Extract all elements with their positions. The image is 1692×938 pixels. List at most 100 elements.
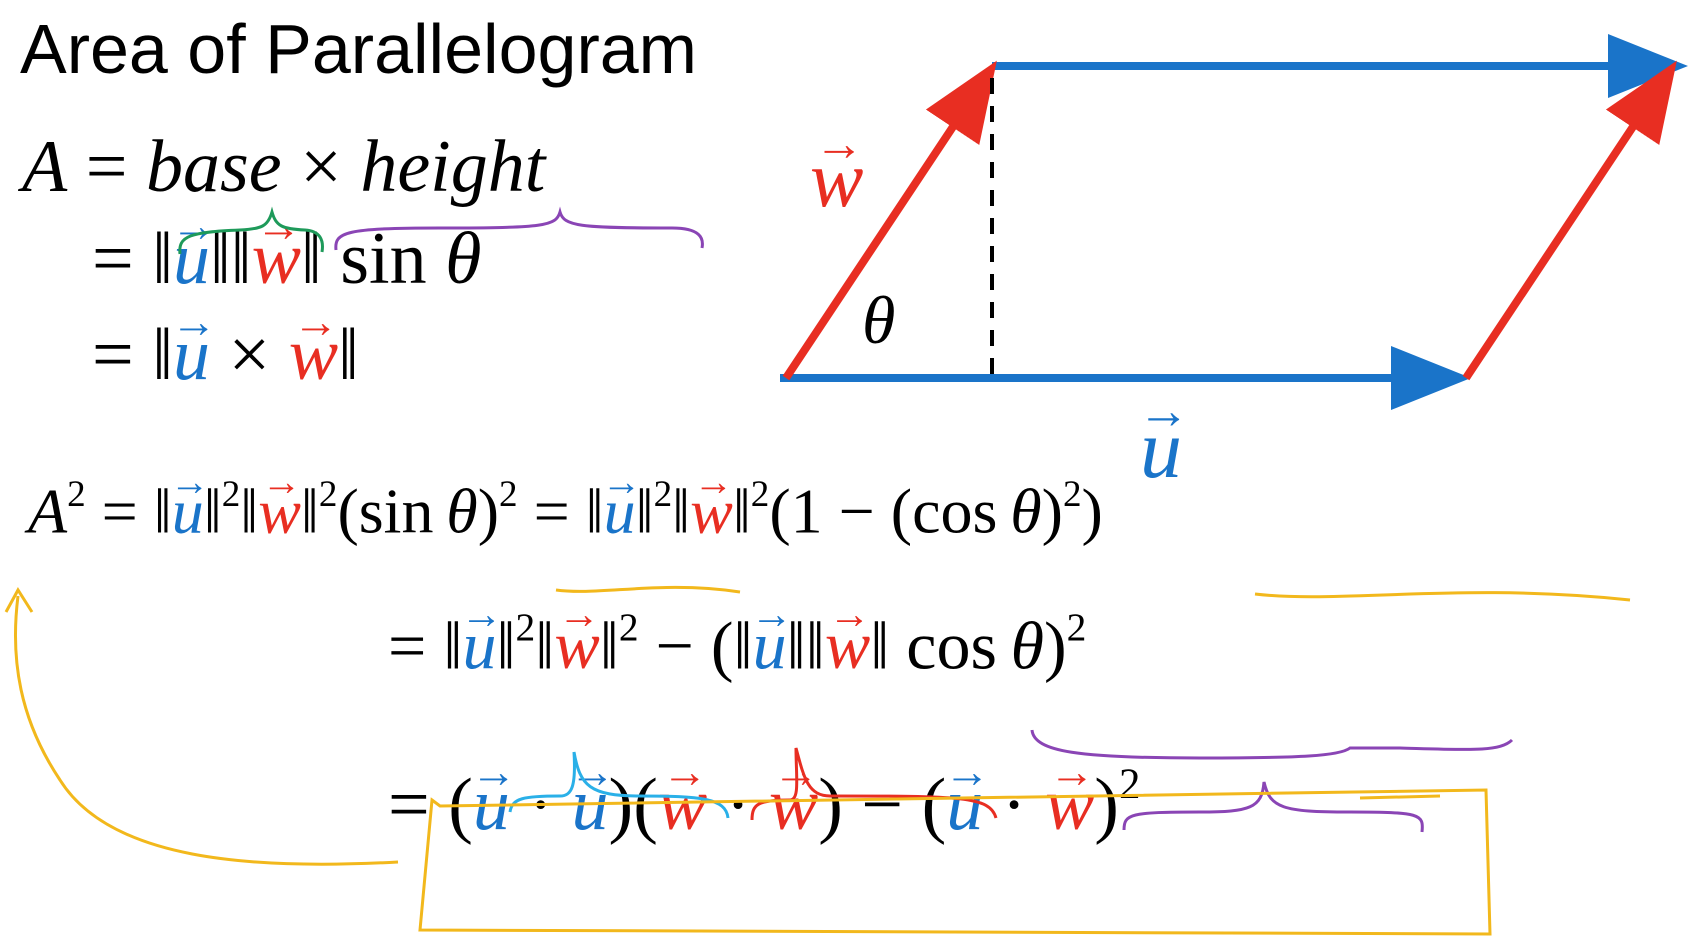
height-brace <box>334 206 704 251</box>
right-edge-w <box>1462 60 1677 381</box>
theta-symbol: θ <box>862 282 896 358</box>
vector-w: w <box>258 479 301 544</box>
exponent: 2 <box>1062 474 1082 515</box>
slide-title: Area of Parallelogram <box>20 10 697 88</box>
minus-sign: − <box>861 763 904 846</box>
cross-sign: × <box>228 314 271 396</box>
exponent: 2 <box>318 474 338 515</box>
diagram-label-u: u <box>1140 408 1182 492</box>
vector-w: w <box>289 318 338 392</box>
expanded-line: = ‖u‖2‖w‖2 − (‖u‖‖w‖ cos θ)2 <box>388 605 1087 679</box>
theta-symbol: θ <box>445 218 482 300</box>
vector-u: u <box>172 479 204 544</box>
norm-bar: ‖ <box>585 475 604 547</box>
sin-underline <box>555 585 741 594</box>
one: 1 <box>790 475 823 547</box>
left-edge-w <box>782 60 997 381</box>
paren-close: ) <box>1094 763 1119 846</box>
ww-brace <box>750 747 998 821</box>
norm-bar: ‖ <box>443 607 463 684</box>
equals-sign: = <box>92 218 134 300</box>
norm-bar: ‖ <box>732 475 751 547</box>
sin-function: sin <box>340 218 427 300</box>
vector-u: u <box>604 479 636 544</box>
norm-bar: ‖ <box>338 314 359 396</box>
norm-bar: ‖ <box>870 607 890 684</box>
base-brace <box>178 206 324 255</box>
paren-close: ) <box>477 475 499 547</box>
product-brace <box>1030 729 1514 760</box>
paren-close: ) <box>818 763 843 846</box>
vector-u: u <box>753 611 787 679</box>
norm-bar: ‖ <box>153 475 172 547</box>
dot-product-line: = (u · u)(w · w) − (u · w)2 <box>388 763 1140 842</box>
norm-bar: ‖ <box>300 475 319 547</box>
paren-close: ) <box>1041 475 1063 547</box>
base-term: base <box>145 126 282 208</box>
norm-sine-line: = ‖u‖‖w‖ sin θ <box>92 222 481 296</box>
norm-bar: ‖ <box>240 475 259 547</box>
vector-u: u <box>173 318 210 392</box>
norm-bar: ‖ <box>230 218 252 300</box>
vector-w: w <box>690 479 733 544</box>
norm-bar: ‖ <box>805 607 825 684</box>
exponent: 2 <box>1066 605 1087 649</box>
cos-function: cos <box>906 607 997 684</box>
paren-open: ( <box>890 475 913 547</box>
diagram-label-w: w <box>810 140 863 220</box>
times-sign: × <box>300 126 342 208</box>
uw-brace <box>1122 781 1424 833</box>
exponent: 2 <box>618 605 639 649</box>
back-arrow <box>13 595 399 866</box>
vector-w: w <box>769 768 818 842</box>
area-symbol: A <box>22 126 68 208</box>
equals-sign: = <box>388 763 430 846</box>
norm-bar: ‖ <box>152 218 174 300</box>
vector-w: w <box>554 611 599 679</box>
vector-w: w <box>252 222 301 296</box>
box-tick <box>1359 794 1441 800</box>
theta-symbol: θ <box>1010 607 1044 684</box>
equals-sign: = <box>101 475 138 547</box>
vector-w: w <box>810 140 863 220</box>
vector-w: w <box>658 768 707 842</box>
height-term: height <box>360 126 546 208</box>
norm-bar: ‖ <box>672 475 691 547</box>
exponent: 2 <box>499 474 518 515</box>
norm-bar: ‖ <box>152 314 174 396</box>
cross-product-line: = ‖u × w‖ <box>92 318 359 392</box>
equals-sign: = <box>533 475 570 547</box>
diagram-label-theta: θ <box>862 286 895 354</box>
area-symbol: A <box>28 475 68 547</box>
minus-sign: − <box>838 475 875 547</box>
exponent: 2 <box>653 474 673 515</box>
exponent: 2 <box>515 605 536 649</box>
norm-bar: ‖ <box>733 607 753 684</box>
vector-w: w <box>825 611 870 679</box>
back-arrow-head <box>4 587 34 613</box>
highlight-box <box>418 788 1492 936</box>
theta-symbol: θ <box>1010 475 1042 547</box>
area-squared-line: A2 = ‖u‖2‖w‖2(sin θ)2 = ‖u‖2‖w‖2(1 − (co… <box>28 476 1103 544</box>
paren-open: ( <box>337 475 359 547</box>
vector-u: u <box>946 768 983 842</box>
paren-open: ( <box>710 607 734 684</box>
theta-symbol: θ <box>446 475 478 547</box>
paren-open: ( <box>633 763 658 846</box>
paren-open: ( <box>769 475 791 547</box>
norm-bar: ‖ <box>300 218 322 300</box>
vector-w: w <box>1045 768 1094 842</box>
dot-sign: · <box>725 763 751 846</box>
sin-function: sin <box>358 475 434 547</box>
exponent: 2 <box>750 474 770 515</box>
exponent: 2 <box>221 474 241 515</box>
cos-function: cos <box>912 475 998 547</box>
dot-sign: · <box>1001 763 1027 846</box>
equals-sign: = <box>85 126 128 208</box>
paren-open: ( <box>921 763 947 846</box>
norm-bar: ‖ <box>535 607 555 684</box>
equals-sign: = <box>92 314 134 396</box>
area-formula-line: A = base × height <box>22 130 545 204</box>
paren-close: ) <box>1081 475 1103 547</box>
